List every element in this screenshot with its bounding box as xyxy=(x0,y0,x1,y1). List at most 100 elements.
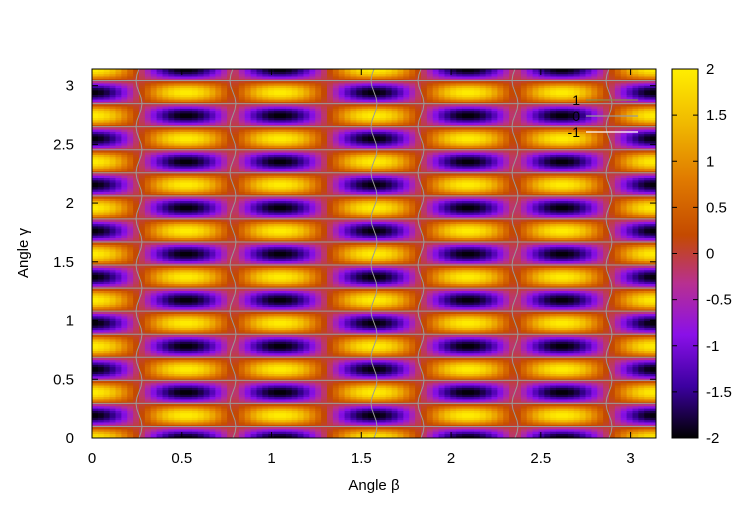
heatmap-cell xyxy=(92,396,99,400)
heatmap-cell xyxy=(92,421,99,425)
heatmap-cell xyxy=(92,285,99,289)
heatmap-cell xyxy=(103,175,111,178)
heatmap-cell xyxy=(97,283,105,287)
heatmap-cell xyxy=(103,408,111,411)
heatmap-cell xyxy=(103,428,111,432)
heatmap-cell xyxy=(103,384,111,388)
heatmap-cell xyxy=(103,246,111,250)
heatmap-cell xyxy=(92,324,99,328)
heatmap-cell xyxy=(103,435,111,438)
heatmap-cell xyxy=(97,218,105,222)
heatmap-cell xyxy=(97,341,105,345)
heatmap-cell xyxy=(103,186,111,190)
heatmap-cell xyxy=(103,117,111,121)
heatmap-cell xyxy=(103,218,111,222)
heatmap-cell xyxy=(103,214,111,218)
heatmap-cell xyxy=(97,182,105,185)
heatmap-cell xyxy=(97,285,105,289)
heatmap-cell xyxy=(92,278,99,282)
heatmap-cell xyxy=(92,182,99,185)
heatmap-cell xyxy=(92,334,99,338)
heatmap-cell xyxy=(92,221,99,225)
heatmap-cell xyxy=(92,251,99,255)
heatmap-cell xyxy=(103,431,111,434)
heatmap-cell xyxy=(103,364,111,368)
heatmap-cell xyxy=(103,375,111,379)
heatmap-cell xyxy=(103,103,111,107)
heatmap-cell xyxy=(103,410,111,414)
heatmap-cell xyxy=(92,262,99,266)
heatmap-cell xyxy=(103,251,111,255)
heatmap-cell xyxy=(97,433,105,437)
heatmap-cell xyxy=(103,421,111,425)
heatmap-cell xyxy=(92,198,99,202)
heatmap-cell xyxy=(103,200,111,204)
heatmap-cell xyxy=(109,424,117,428)
heatmap-cell xyxy=(97,154,105,158)
heatmap-cell xyxy=(97,71,105,75)
heatmap-cell xyxy=(97,350,105,354)
heatmap-cell xyxy=(103,161,111,165)
heatmap-cell xyxy=(97,269,105,273)
heatmap-cell xyxy=(97,431,105,434)
heatmap-cell xyxy=(97,211,105,215)
heatmap-cell xyxy=(103,89,111,93)
heatmap-cell xyxy=(92,352,99,356)
heatmap-cell xyxy=(97,251,105,255)
heatmap-cell xyxy=(103,322,111,326)
heatmap-cell xyxy=(103,424,111,428)
heatmap-cell xyxy=(109,431,117,434)
heatmap-cell xyxy=(97,73,105,77)
heatmap-cell xyxy=(103,417,111,421)
heatmap-cell xyxy=(103,412,111,416)
heatmap-cell xyxy=(103,320,111,324)
heatmap-cell xyxy=(92,412,99,416)
heatmap-cell xyxy=(92,281,99,285)
heatmap-cell xyxy=(103,368,111,372)
heatmap-cell xyxy=(103,119,111,123)
heatmap-cell xyxy=(92,138,99,142)
heatmap-cell xyxy=(92,230,99,234)
heatmap-cell xyxy=(92,147,99,151)
heatmap-cell xyxy=(92,172,99,176)
heatmap-cell xyxy=(92,225,99,229)
heatmap-cell xyxy=(97,403,105,407)
heatmap-cell xyxy=(97,401,105,405)
heatmap-cell xyxy=(97,92,105,95)
heatmap-cell xyxy=(92,98,99,102)
heatmap-cell xyxy=(103,285,111,289)
heatmap-cell xyxy=(92,313,99,317)
heatmap-cell xyxy=(103,80,111,84)
heatmap-cell xyxy=(103,403,111,407)
heatmap-cell xyxy=(103,354,111,358)
heatmap-cell xyxy=(92,119,99,123)
heatmap-cell xyxy=(97,366,105,370)
heatmap-cell xyxy=(103,149,111,153)
heatmap-cell xyxy=(97,260,105,264)
heatmap-cell xyxy=(103,154,111,158)
heatmap-cell xyxy=(92,235,99,238)
heatmap-cell xyxy=(92,357,99,361)
heatmap-cell xyxy=(92,311,99,315)
heatmap-cell xyxy=(103,389,111,393)
heatmap-cell xyxy=(103,352,111,356)
heatmap-cell xyxy=(97,419,105,423)
heatmap-cell xyxy=(97,230,105,234)
heatmap-cell xyxy=(103,276,111,280)
heatmap-cell xyxy=(97,184,105,188)
heatmap-cell xyxy=(92,341,99,345)
heatmap-cell xyxy=(103,75,111,79)
heatmap-cell xyxy=(92,343,99,347)
heatmap-cell xyxy=(92,391,99,395)
heatmap-cell xyxy=(92,403,99,407)
heatmap-cell xyxy=(92,105,99,109)
heatmap-cell xyxy=(92,218,99,222)
heatmap-cell xyxy=(97,382,105,386)
heatmap-cell xyxy=(97,391,105,395)
heatmap-cell xyxy=(103,380,111,384)
heatmap-cell xyxy=(97,315,105,319)
heatmap-cell xyxy=(109,419,117,423)
heatmap-cell xyxy=(92,92,99,95)
heatmap-cell xyxy=(92,301,99,305)
